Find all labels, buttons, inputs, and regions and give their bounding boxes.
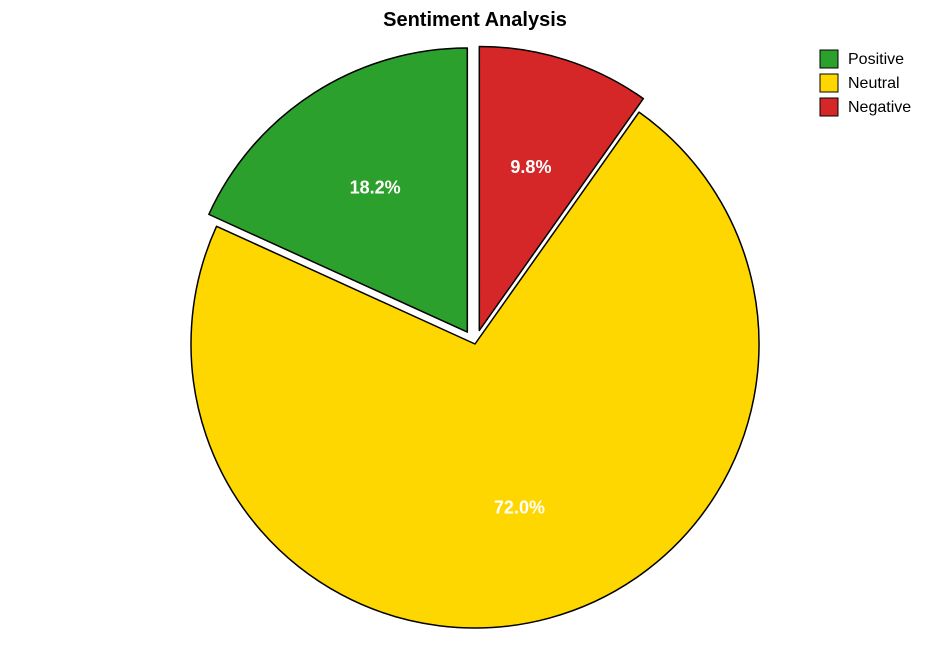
legend: Positive Neutral Negative [820,50,911,116]
pie-label-neutral: 72.0% [494,497,545,517]
pie-label-positive: 18.2% [350,178,401,198]
legend-swatch-positive [820,50,838,68]
legend-label-positive: Positive [848,51,904,68]
pie-slices [191,46,759,628]
pie-label-negative: 9.8% [510,157,551,177]
chart-container: Sentiment Analysis 18.2% 72.0% 9.8% Positive… [0,0,950,662]
legend-label-negative: Negative [848,99,911,116]
pie-chart-svg: Sentiment Analysis 18.2% 72.0% 9.8% Positive… [0,0,950,662]
legend-swatch-neutral [820,74,838,92]
chart-title: Sentiment Analysis [383,9,567,31]
legend-swatch-negative [820,98,838,116]
legend-label-neutral: Neutral [848,75,900,92]
